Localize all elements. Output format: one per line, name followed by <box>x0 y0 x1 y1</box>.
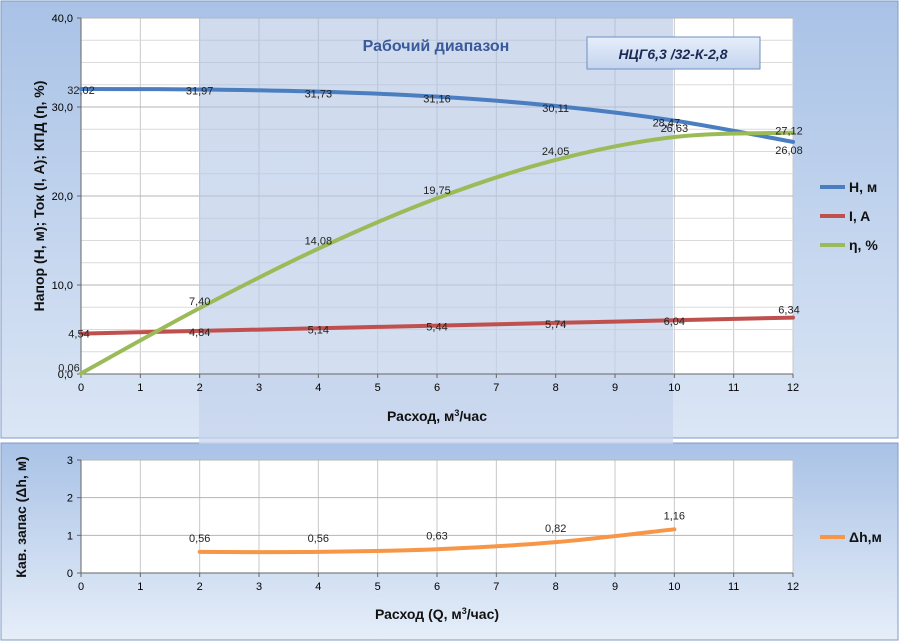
data-label-I: 6,34 <box>778 305 799 317</box>
top-y-axis-title: Напор (Н, м); Ток (I, А); КПД (η, %) <box>31 81 47 312</box>
data-label-I: 5,74 <box>545 319 566 331</box>
data-label-I: 5,14 <box>308 324 329 336</box>
data-label-H: 31,16 <box>423 94 451 106</box>
bottom-x-axis-title: Расход (Q, м3/час) <box>375 606 499 622</box>
x-tick-label: 5 <box>375 382 381 394</box>
x-tick-label: 1 <box>137 382 143 394</box>
data-label-H: 31,97 <box>186 85 214 97</box>
legend-label-eta: η, % <box>849 237 878 253</box>
x-axis-title-superscript: 3 <box>462 606 467 616</box>
series-line-I <box>79 315 795 336</box>
data-label-H: 28,47 <box>653 118 681 130</box>
data-label-H: 31,73 <box>305 89 333 101</box>
x-tick-label: 3 <box>256 382 262 394</box>
working-range-band <box>199 18 673 444</box>
data-label-eta: 26,63 <box>661 123 689 135</box>
x-axis-title-superscript: 3 <box>454 408 459 418</box>
x-tick-label: 6 <box>434 581 440 593</box>
top-axis-ticks: 0 1 2 3 4 5 6 7 8 9 10 11 120,010,020,030,040,0 <box>52 13 800 394</box>
top-legend: Н, м I, A η, % <box>820 179 878 253</box>
y-tick-label: 20,0 <box>52 191 73 203</box>
data-label-dh: 0,82 <box>545 523 566 535</box>
data-label-eta: 14,08 <box>305 236 333 248</box>
data-label-dh: 0,56 <box>189 533 210 545</box>
x-tick-label: 0 <box>78 382 84 394</box>
model-label: НЦГ6,3 /32-К-2,8 <box>618 46 727 62</box>
data-label-eta: 27,12 <box>775 126 803 138</box>
x-tick-label: 2 <box>197 581 203 593</box>
y-tick-label: 30,0 <box>52 102 73 114</box>
data-label-H: 32,02 <box>67 85 95 97</box>
series-line-eta <box>79 130 795 376</box>
x-tick-label: 0 <box>78 581 84 593</box>
x-tick-label: 12 <box>787 382 799 394</box>
data-label-eta: 7,40 <box>189 296 210 308</box>
data-label-eta: 0,06 <box>58 362 79 374</box>
x-tick-label: 11 <box>728 581 739 593</box>
x-tick-label: 9 <box>612 581 618 593</box>
y-tick-label: 0,0 <box>58 369 73 381</box>
x-tick-label: 4 <box>315 382 321 394</box>
y-tick-label: 1 <box>67 530 73 542</box>
bottom-legend: Δh,м <box>820 529 882 545</box>
x-tick-label: 9 <box>612 382 618 394</box>
x-tick-label: 2 <box>197 382 203 394</box>
top-series-lines: 32,02 31,97 31,73 31,16 30,11 28,47 26,08 4,54 4… <box>58 85 803 376</box>
data-label-H: 30,11 <box>542 103 569 115</box>
legend-label-dh: Δh,м <box>849 529 882 545</box>
y-tick-label: 40,0 <box>52 13 73 25</box>
data-label-I: 6,04 <box>664 316 685 328</box>
data-label-dh: 0,63 <box>426 530 447 542</box>
data-label-eta: 19,75 <box>423 185 451 197</box>
x-tick-label: 12 <box>787 581 799 593</box>
x-tick-label: 8 <box>553 382 559 394</box>
y-tick-label: 3 <box>67 455 73 467</box>
x-axis-title-suffix: /час) <box>467 606 499 622</box>
x-tick-label: 5 <box>375 581 381 593</box>
working-range-banner: Рабочий диапазон <box>363 38 510 55</box>
data-label-H: 26,08 <box>775 145 803 157</box>
x-axis-title-suffix: /час <box>459 408 487 424</box>
legend-label-I: I, A <box>849 208 870 224</box>
data-label-I: 5,44 <box>426 322 447 334</box>
x-tick-label: 10 <box>668 581 680 593</box>
x-tick-label: 11 <box>728 382 739 394</box>
x-tick-label: 8 <box>553 581 559 593</box>
bottom-y-axis-title: Кав. запас (Δh, м) <box>13 456 29 577</box>
bottom-series-lines: 0,56 0,56 0,63 0,82 1,16 <box>189 510 685 555</box>
x-tick-label: 1 <box>137 581 143 593</box>
x-tick-label: 7 <box>493 382 499 394</box>
x-tick-label: 6 <box>434 382 440 394</box>
data-label-I: 4,84 <box>189 327 210 339</box>
legend-label-H: Н, м <box>849 179 877 195</box>
top-x-axis-title: Расход, м3/час <box>387 408 487 424</box>
x-tick-label: 4 <box>315 581 321 593</box>
data-label-dh: 0,56 <box>308 533 329 545</box>
y-tick-label: 10,0 <box>52 280 73 292</box>
model-label-box <box>586 36 761 70</box>
series-line-dh <box>197 527 677 555</box>
x-tick-label: 3 <box>256 581 262 593</box>
data-label-eta: 24,05 <box>542 146 570 158</box>
data-label-I: 4,54 <box>68 329 89 341</box>
y-tick-label: 0 <box>67 568 73 580</box>
series-line-H <box>79 87 795 144</box>
data-label-dh: 1,16 <box>664 510 685 522</box>
x-tick-label: 7 <box>493 581 499 593</box>
y-tick-label: 2 <box>67 493 73 505</box>
x-tick-label: 10 <box>668 382 680 394</box>
